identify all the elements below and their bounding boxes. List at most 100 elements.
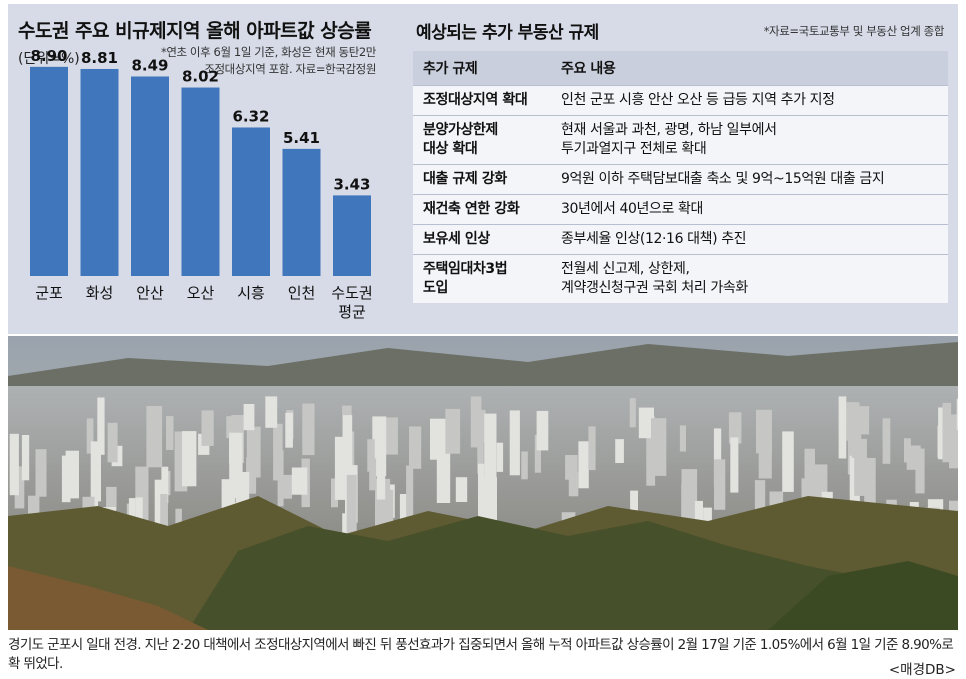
building <box>246 426 261 478</box>
category-label: 화성 <box>86 284 114 302</box>
building <box>942 402 952 463</box>
building <box>346 474 357 539</box>
regulation-content-line: 전월세 신고제, 상한제, <box>561 261 690 277</box>
bar-value-label: 8.81 <box>81 49 118 67</box>
building <box>226 416 241 439</box>
building <box>376 433 386 500</box>
building <box>383 417 398 455</box>
building <box>578 441 589 489</box>
bar-chart: 8.90 군포 8.81 화성 8.49 안산 8.02 오산 6.32 시흥 5.41 인천 3.43… <box>30 47 373 321</box>
building <box>14 466 25 509</box>
building <box>629 398 636 428</box>
building <box>857 406 870 435</box>
building <box>646 416 656 486</box>
regulation-name-line: 조정대상지역 확대 <box>423 92 528 108</box>
building <box>728 412 742 444</box>
category-label: 오산 <box>187 284 215 302</box>
bar-value-label: 5.41 <box>283 129 320 147</box>
building <box>291 467 308 495</box>
regulation-name: 대출 규제 강화 <box>413 164 551 195</box>
regulation-content-line: 9억원 이하 주택담보대출 축소 및 9억~15억원 대출 금지 <box>561 171 885 187</box>
bar-value-label: 8.49 <box>131 56 168 74</box>
regulation-content-line: 인천 군포 시흥 안산 오산 등 급등 지역 추가 지정 <box>561 92 835 108</box>
building <box>756 409 772 454</box>
photo-credit: <매경DB> <box>888 662 956 678</box>
building <box>713 428 722 487</box>
building <box>277 450 284 507</box>
regulation-name-line: 대상 확대 <box>423 141 478 157</box>
building <box>509 410 520 476</box>
building <box>161 466 169 504</box>
building <box>904 438 911 463</box>
building <box>484 413 497 480</box>
building <box>714 459 726 510</box>
building <box>182 431 197 487</box>
regulation-name-line: 보유세 인상 <box>423 231 490 247</box>
bar <box>80 68 119 276</box>
table-row: 주택임대차3법 도입 전월세 신고제, 상한제, 계약갱신청구권 국회 처리 가속화 <box>413 254 948 303</box>
building <box>406 465 414 518</box>
regulation-content-line: 현재 서울과 과천, 광명, 하남 일부에서 <box>561 122 777 138</box>
regulation-table: 추가 규제 주요 내용 조정대상지역 확대 인천 군포 시흥 안산 오산 등 급등… <box>413 51 948 303</box>
building <box>496 442 504 472</box>
table-header-row: 추가 규제 주요 내용 <box>413 51 948 86</box>
building <box>615 439 624 463</box>
building <box>854 438 867 496</box>
building <box>478 463 485 519</box>
building <box>782 431 794 492</box>
building <box>470 396 482 448</box>
building <box>730 437 739 493</box>
table-source: *자료=국토교통부 및 부동산 업계 종합 <box>763 24 945 38</box>
regulation-name-line: 대출 규제 강화 <box>423 171 507 187</box>
building <box>949 414 958 469</box>
building <box>343 415 353 482</box>
building <box>86 418 94 454</box>
regulation-content-line: 30년에서 40년으로 확대 <box>561 201 703 217</box>
building <box>243 404 255 431</box>
bar-value-label: 3.43 <box>333 175 370 193</box>
building <box>166 416 174 450</box>
building <box>106 486 117 511</box>
header-cell: 추가 규제 <box>413 51 551 86</box>
building <box>146 406 163 468</box>
bar <box>333 195 371 276</box>
building <box>838 396 847 459</box>
building <box>285 412 293 448</box>
regulation-name: 보유세 인상 <box>413 224 551 255</box>
building <box>331 478 338 508</box>
bar <box>282 148 321 276</box>
category-label: 평균 <box>338 303 366 321</box>
regulation-content: 인천 군포 시흥 안산 오산 등 급등 지역 추가 지정 <box>551 85 948 116</box>
chart-title: 수도권 주요 비규제지역 올해 아파트값 상승률 <box>18 20 372 42</box>
regulation-content: 종부세율 인상(12·16 대책) 추진 <box>551 224 948 255</box>
regulation-content: 9억원 이하 주택담보대출 축소 및 9억~15억원 대출 금지 <box>551 164 948 195</box>
bar-value-label: 6.32 <box>232 107 269 125</box>
building <box>221 479 236 510</box>
table-row: 보유세 인상 종부세율 인상(12·16 대책) 추진 <box>413 224 948 255</box>
regulation-content-line: 계약갱신청구권 국회 처리 가속화 <box>561 280 748 296</box>
header-cell: 주요 내용 <box>551 51 948 86</box>
building <box>201 410 214 446</box>
regulation-name: 조정대상지역 확대 <box>413 85 551 116</box>
building <box>588 426 596 471</box>
city-photo <box>8 336 958 630</box>
regulation-content: 전월세 신고제, 상한제, 계약갱신청구권 국회 처리 가속화 <box>551 254 948 303</box>
table-row: 대출 규제 강화 9억원 이하 주택담보대출 축소 및 9억~15억원 대출 금지 <box>413 164 948 195</box>
building <box>477 429 484 474</box>
building <box>534 434 541 473</box>
regulation-content-line: 투기과열지구 전체로 확대 <box>561 141 707 157</box>
building <box>536 410 549 451</box>
table-row: 조정대상지역 확대 인천 군포 시흥 안산 오산 등 급등 지역 추가 지정 <box>413 85 948 116</box>
building <box>265 396 278 428</box>
bar <box>30 66 68 276</box>
bar <box>232 127 270 276</box>
building <box>521 451 528 480</box>
regulation-content: 30년에서 40년으로 확대 <box>551 194 948 225</box>
building <box>97 397 105 455</box>
infographic-panel: 수도권 주요 비규제지역 올해 아파트값 상승률 (단위=%) *연초 이후 6… <box>8 4 958 334</box>
regulation-name-line: 분양가상한제 <box>423 122 498 138</box>
building <box>445 408 461 454</box>
category-label: 시흥 <box>237 284 265 302</box>
